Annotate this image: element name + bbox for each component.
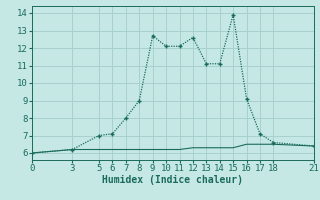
X-axis label: Humidex (Indice chaleur): Humidex (Indice chaleur) [102, 175, 243, 185]
